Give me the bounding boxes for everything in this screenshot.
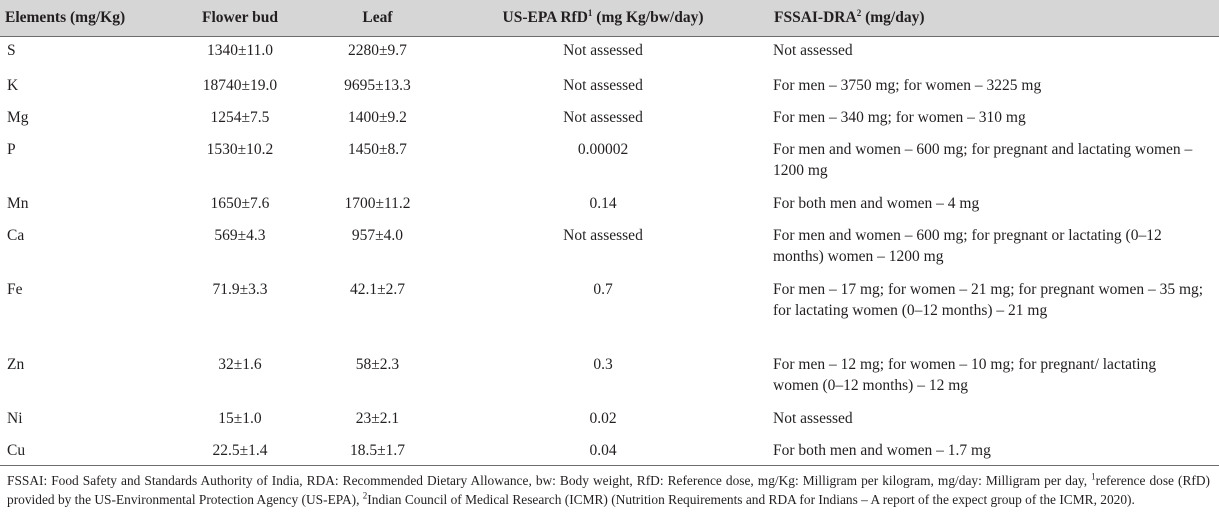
cell-element: Cu xyxy=(7,441,26,459)
cell-flower-bud: 15±1.0 xyxy=(218,409,262,427)
cell-element: S xyxy=(7,42,16,59)
cell-element: Ni xyxy=(7,409,23,427)
cell-rfd: Not assessed xyxy=(563,42,643,59)
footnote-sup-1: 1 xyxy=(1091,471,1096,482)
header-fssai-unit: (mg/day) xyxy=(861,9,925,26)
cell-rfd: Not assessed xyxy=(563,108,643,126)
table-header: Elements (mg/Kg) Flower bud Leaf US-EPA … xyxy=(0,0,1219,37)
cell-element: K xyxy=(7,76,19,94)
cell-flower-bud: 1650±7.6 xyxy=(210,194,270,212)
footnote-sup-2: 2 xyxy=(362,490,368,501)
cell-rfd: 0.3 xyxy=(593,355,613,373)
header-fssai-label: FSSAI-DRA xyxy=(774,9,857,26)
cell-dra: Not assessed xyxy=(773,42,853,59)
cell-dra: For men – 340 mg; for women – 310 mg xyxy=(773,108,1026,126)
cell-leaf: 23±2.1 xyxy=(355,409,400,427)
cell-leaf: 18.5±1.7 xyxy=(349,441,405,459)
table-row: S 1340±11.0 2280±9.7 Not assessed Not as… xyxy=(0,37,1219,69)
cell-flower-bud: 71.9±3.3 xyxy=(212,280,268,298)
cell-rfd: 0.14 xyxy=(589,194,617,212)
header-us-epa-rfd: US-EPA RfD1 (mg Kg/bw/day) xyxy=(444,0,762,37)
table-row: P 1530±10.2 1450±8.7 0.00002 For men and… xyxy=(0,133,1219,187)
cell-rfd: Not assessed xyxy=(563,226,643,244)
cell-element: P xyxy=(7,140,16,158)
cell-leaf: 1700±11.2 xyxy=(344,194,411,212)
cell-flower-bud: 1530±10.2 xyxy=(206,140,274,158)
cell-element: Mg xyxy=(7,108,29,126)
cell-dra: For men and women – 600 mg; for pregnant… xyxy=(773,140,1193,180)
footnote-icmr-source: Indian Council of Medical Research (ICMR… xyxy=(367,491,1135,507)
cell-flower-bud: 18740±19.0 xyxy=(202,76,278,94)
cell-flower-bud: 1254±7.5 xyxy=(210,108,270,126)
footnote-abbreviations: FSSAI: Food Safety and Standards Authori… xyxy=(7,473,1092,488)
cell-dra: Not assessed xyxy=(773,409,853,427)
cell-dra: For men – 17 mg; for women – 21 mg; for … xyxy=(773,280,1204,320)
cell-element: Zn xyxy=(7,355,25,373)
table-row: Mg 1254±7.5 1400±9.2 Not assessed For me… xyxy=(0,101,1219,133)
header-us-epa-unit: (mg Kg/bw/day) xyxy=(592,9,704,26)
header-us-epa-label: US-EPA RfD xyxy=(502,9,588,26)
cell-flower-bud: 32±1.6 xyxy=(218,355,262,373)
cell-leaf: 1450±8.7 xyxy=(348,140,407,158)
cell-element: Mn xyxy=(7,194,29,212)
table-row: Zn 32±1.6 58±2.3 0.3 For men – 12 mg; fo… xyxy=(0,348,1219,402)
cell-dra: For both men and women – 4 mg xyxy=(773,194,980,212)
cell-dra: For men – 12 mg; for women – 10 mg; for … xyxy=(773,355,1157,395)
cell-flower-bud: 569±4.3 xyxy=(214,226,266,244)
elements-table: Elements (mg/Kg) Flower bud Leaf US-EPA … xyxy=(0,0,1219,466)
cell-dra: For men and women – 600 mg; for pregnant… xyxy=(773,226,1162,266)
table-row: Fe 71.9±3.3 42.1±2.7 0.7 For men – 17 mg… xyxy=(0,273,1219,348)
cell-flower-bud: 1340±11.0 xyxy=(206,42,274,59)
table-footnote: FSSAI: Food Safety and Standards Authori… xyxy=(0,466,1219,509)
cell-leaf: 1400±9.2 xyxy=(348,108,407,126)
header-us-epa-sup: 1 xyxy=(587,7,593,18)
table-row: Cu 22.5±1.4 18.5±1.7 0.04 For both men a… xyxy=(0,434,1219,466)
cell-element: Fe xyxy=(7,280,23,298)
table-body: S 1340±11.0 2280±9.7 Not assessed Not as… xyxy=(0,37,1219,466)
footnote-rfd-source: reference dose (RfD) provided by the US-… xyxy=(7,473,1210,507)
header-fssai-sup: 2 xyxy=(856,7,862,18)
table-row: Ni 15±1.0 23±2.1 0.02 Not assessed xyxy=(0,402,1219,434)
cell-flower-bud: 22.5±1.4 xyxy=(212,441,268,459)
table-row: Ca 569±4.3 957±4.0 Not assessed For men … xyxy=(0,219,1219,273)
table-row: Mn 1650±7.6 1700±11.2 0.14 For both men … xyxy=(0,187,1219,219)
header-elements: Elements (mg/Kg) xyxy=(0,0,169,37)
header-row: Elements (mg/Kg) Flower bud Leaf US-EPA … xyxy=(0,0,1219,37)
cell-dra: For men – 3750 mg; for women – 3225 mg xyxy=(773,76,1042,94)
cell-leaf: 58±2.3 xyxy=(355,355,400,373)
cell-rfd: 0.04 xyxy=(589,441,617,459)
cell-rfd: 0.02 xyxy=(589,409,617,427)
header-flower-bud: Flower bud xyxy=(169,0,311,37)
cell-leaf: 2280±9.7 xyxy=(348,42,407,59)
cell-rfd: Not assessed xyxy=(563,76,643,94)
cell-rfd: 0.7 xyxy=(593,280,613,298)
cell-element: Ca xyxy=(7,226,25,244)
cell-leaf: 9695±13.3 xyxy=(344,76,411,94)
header-leaf: Leaf xyxy=(311,0,444,37)
table-row: K 18740±19.0 9695±13.3 Not assessed For … xyxy=(0,69,1219,101)
cell-leaf: 957±4.0 xyxy=(351,226,404,244)
cell-leaf: 42.1±2.7 xyxy=(349,280,405,298)
cell-dra: For both men and women – 1.7 mg xyxy=(773,441,991,459)
header-fssai-dra: FSSAI-DRA2 (mg/day) xyxy=(762,0,1219,37)
cell-rfd: 0.00002 xyxy=(577,140,629,158)
